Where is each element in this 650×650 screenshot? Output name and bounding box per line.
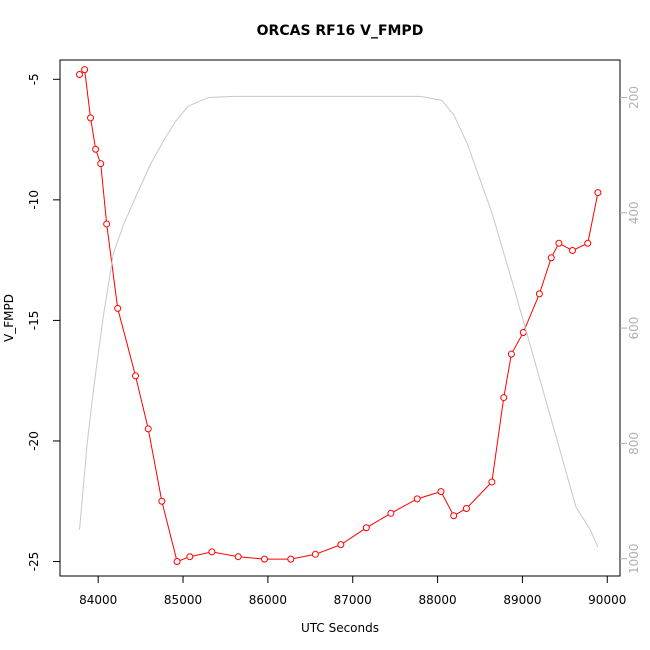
x-tick-label: 88000 [418, 593, 456, 607]
data-point [144, 425, 152, 433]
data-point [114, 304, 122, 312]
data-point [87, 114, 95, 122]
y-axis: -25 -20 -15 -10 -5 [27, 73, 60, 571]
data-point [362, 524, 370, 532]
data-point [437, 488, 445, 496]
x-axis-label: UTC Seconds [301, 621, 379, 635]
right-y-tick-label: 600 [627, 317, 641, 340]
x-tick-label: 84000 [79, 593, 117, 607]
data-point [103, 220, 111, 228]
y-tick-label: -10 [27, 190, 41, 210]
y-tick-label: -15 [27, 311, 41, 331]
right-y-tick-label: 400 [627, 201, 641, 224]
data-point [173, 558, 181, 566]
y-tick-label: -25 [27, 552, 41, 572]
data-point [132, 372, 140, 380]
data-point [337, 541, 345, 549]
series-line [79, 68, 599, 563]
data-point [555, 239, 563, 247]
right-y-tick-label: 1000 [627, 543, 641, 574]
data-point [413, 495, 421, 503]
x-tick-label: 87000 [334, 593, 372, 607]
data-point [568, 246, 576, 254]
data-point [260, 555, 268, 563]
data-point [500, 394, 508, 402]
data-point [311, 550, 319, 558]
x-tick-label: 85000 [164, 593, 202, 607]
data-point [519, 328, 527, 336]
x-tick-label: 86000 [249, 593, 287, 607]
data-point [507, 350, 515, 358]
x-tick-label: 90000 [588, 593, 626, 607]
data-point [594, 189, 602, 197]
data-point [97, 160, 105, 168]
data-point [450, 512, 458, 520]
x-tick-label: 89000 [503, 593, 541, 607]
data-point [208, 548, 216, 556]
data-point [535, 290, 543, 298]
data-point [81, 66, 89, 74]
right-y-axis: 200 400 600 800 1000 [620, 86, 641, 574]
data-point [387, 509, 395, 517]
data-point [234, 553, 242, 561]
data-point [287, 555, 295, 563]
data-point [186, 553, 194, 561]
x-axis: 84000 85000 86000 87000 88000 89000 90000 [79, 575, 626, 607]
y-tick-label: -20 [27, 431, 41, 451]
y-tick-label: -5 [27, 73, 41, 85]
secondary-series-line [79, 95, 599, 548]
data-point [92, 145, 100, 153]
data-point [76, 70, 84, 78]
data-point [462, 504, 470, 512]
data-point [158, 497, 166, 505]
data-point [584, 239, 592, 247]
right-y-tick-label: 200 [627, 86, 641, 109]
y-axis-label: V_FMPD [2, 294, 16, 342]
data-point [547, 254, 555, 262]
data-point [488, 478, 496, 486]
series-layer [76, 66, 602, 566]
chart-title: ORCAS RF16 V_FMPD [257, 23, 424, 39]
right-y-tick-label: 800 [627, 432, 641, 455]
